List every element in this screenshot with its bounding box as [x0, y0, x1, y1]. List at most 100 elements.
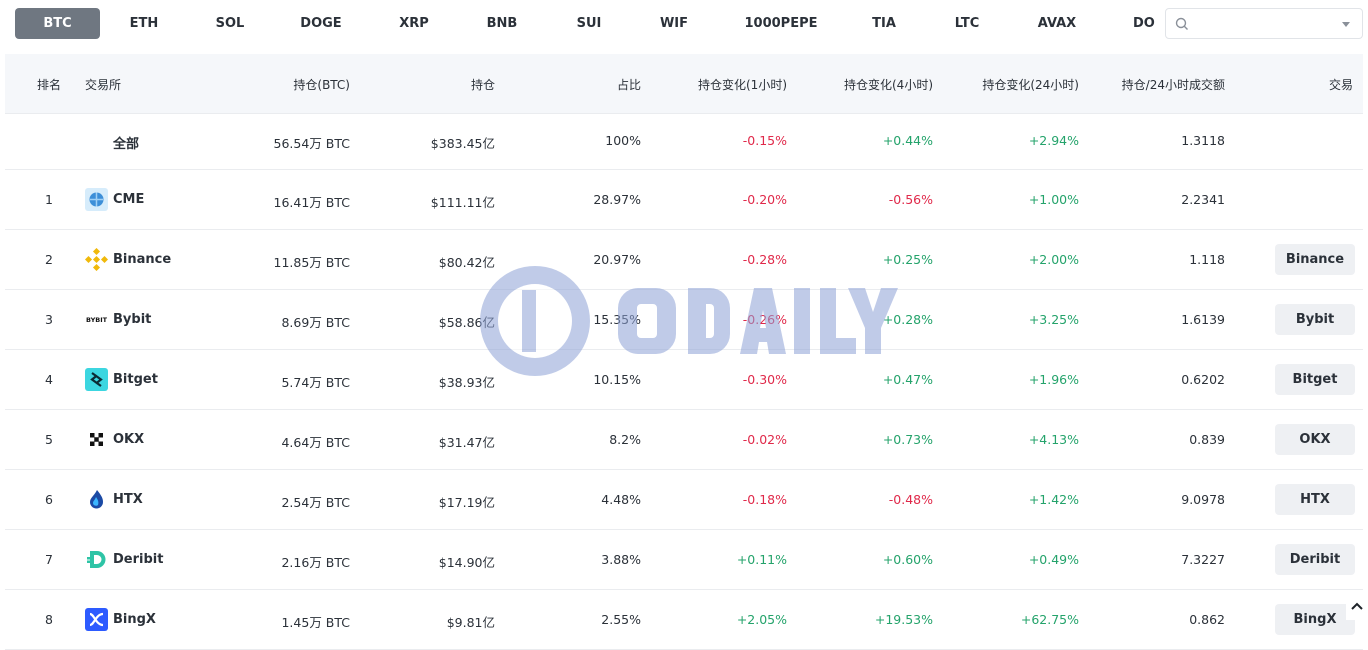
- trade-button-htx[interactable]: HTX: [1275, 484, 1355, 515]
- cell-change-1h: +2.05%: [736, 612, 787, 627]
- coin-tabs: BTC ETH SOL DOGE XRP BNB SUI WIF 1000PEP…: [0, 0, 1368, 46]
- search-input[interactable]: [1196, 13, 1340, 36]
- header-rank: 排名: [37, 78, 62, 92]
- trade-button-bitget[interactable]: Bitget: [1275, 364, 1355, 395]
- cell-change-24h: +0.49%: [1028, 552, 1079, 567]
- tab-do[interactable]: DO: [1133, 16, 1155, 31]
- cell-oi: $9.81亿: [446, 615, 495, 630]
- cell-oi: $58.86亿: [438, 315, 495, 330]
- cell-oi-btc: 56.54万 BTC: [273, 136, 350, 151]
- header-share[interactable]: 占比: [616, 78, 641, 92]
- cme-logo-icon: [85, 188, 108, 211]
- cell-rank: 3: [45, 312, 53, 327]
- bitget-logo-icon: [85, 368, 108, 391]
- cell-change-24h: +1.00%: [1028, 192, 1079, 207]
- tab-1000pepe[interactable]: 1000PEPE: [744, 16, 818, 31]
- tab-ltc[interactable]: LTC: [954, 16, 980, 31]
- cell-oi-btc: 1.45万 BTC: [281, 615, 350, 630]
- header-oi[interactable]: 持仓: [470, 78, 495, 92]
- cell-exchange-name[interactable]: CME: [113, 192, 145, 207]
- cell-change-4h: +0.25%: [882, 252, 933, 267]
- chevron-up-icon: [1351, 602, 1363, 610]
- cell-oi-volume: 1.6139: [1181, 312, 1225, 327]
- cell-change-4h: +19.53%: [874, 612, 933, 627]
- cell-share: 3.88%: [601, 552, 641, 567]
- cell-exchange-name[interactable]: OKX: [113, 432, 145, 447]
- tab-doge[interactable]: DOGE: [300, 16, 342, 31]
- search-select[interactable]: [1165, 8, 1363, 39]
- trade-button-bingx[interactable]: BingX: [1275, 604, 1355, 635]
- total-label: 全部: [113, 137, 140, 152]
- cell-exchange-name[interactable]: Deribit: [113, 552, 164, 567]
- cell-oi: $383.45亿: [430, 136, 495, 151]
- table-row: 7 Deribit 2.16万 BTC $14.90亿 3.88% +0.11% +0.60…: [5, 530, 1363, 590]
- cell-share: 28.97%: [593, 192, 641, 207]
- cell-oi-volume: 7.3227: [1181, 552, 1225, 567]
- tab-sui[interactable]: SUI: [576, 16, 602, 31]
- table-row: 2 Binance 11.85万 BTC $80.42亿 20.97% -0.28% +0.…: [5, 230, 1363, 290]
- okx-logo-icon: [85, 428, 108, 451]
- bybit-logo-icon: BYBIT: [85, 308, 108, 331]
- bingx-logo-icon: [85, 608, 108, 631]
- cell-oi: $38.93亿: [438, 375, 495, 390]
- tab-sol[interactable]: SOL: [215, 16, 245, 31]
- cell-exchange-name[interactable]: Bybit: [113, 312, 152, 327]
- tab-bnb[interactable]: BNB: [486, 16, 518, 31]
- trade-button-okx[interactable]: OKX: [1275, 424, 1355, 455]
- tab-btc[interactable]: BTC: [15, 8, 100, 39]
- cell-oi-volume: 2.2341: [1181, 192, 1225, 207]
- cell-change-1h: -0.15%: [742, 133, 787, 148]
- tab-avax[interactable]: AVAX: [1037, 16, 1077, 31]
- chevron-down-icon[interactable]: [1342, 22, 1350, 27]
- cell-oi-btc: 4.64万 BTC: [281, 435, 350, 450]
- cell-rank: 1: [45, 192, 53, 207]
- header-change-24h[interactable]: 持仓变化(24小时): [982, 78, 1079, 92]
- table-row: 6 HTX 2.54万 BTC $17.19亿 4.48% -0.18% -0.48% +1.…: [5, 470, 1363, 530]
- cell-oi-btc: 11.85万 BTC: [273, 255, 350, 270]
- cell-exchange-name[interactable]: BingX: [113, 612, 156, 627]
- table-row: 1 CME 16.41万 BTC $111.11亿 28.97% -0.20% -0.56%…: [5, 170, 1363, 230]
- search-icon: [1175, 17, 1188, 30]
- cell-oi-volume: 0.839: [1189, 432, 1225, 447]
- header-change-4h[interactable]: 持仓变化(4小时): [844, 78, 933, 92]
- cell-rank: 6: [45, 492, 53, 507]
- cell-change-1h: -0.26%: [742, 312, 787, 327]
- tab-xrp[interactable]: XRP: [399, 16, 429, 31]
- cell-oi-volume: 1.118: [1189, 252, 1225, 267]
- cell-change-4h: -0.56%: [888, 192, 933, 207]
- cell-exchange-name[interactable]: HTX: [113, 492, 143, 507]
- cell-change-4h: +0.28%: [882, 312, 933, 327]
- table-row-total: 全部 56.54万 BTC $383.45亿 100% -0.15% +0.44…: [5, 114, 1363, 170]
- cell-change-4h: +0.47%: [882, 372, 933, 387]
- scroll-to-top-button[interactable]: [1346, 592, 1368, 620]
- tab-wif[interactable]: WIF: [659, 16, 689, 31]
- trade-button-bybit[interactable]: Bybit: [1275, 304, 1355, 335]
- header-exchange: 交易所: [85, 78, 122, 92]
- tab-tia[interactable]: TIA: [872, 16, 896, 31]
- header-oi-btc[interactable]: 持仓(BTC): [293, 78, 350, 92]
- cell-share: 100%: [605, 133, 641, 148]
- cell-oi-volume: 0.6202: [1181, 372, 1225, 387]
- cell-change-1h: -0.20%: [742, 192, 787, 207]
- cell-oi-volume: 0.862: [1189, 612, 1225, 627]
- header-oi-volume[interactable]: 持仓/24小时成交额: [1121, 78, 1225, 92]
- cell-change-4h: +0.60%: [882, 552, 933, 567]
- cell-oi: $80.42亿: [438, 255, 495, 270]
- cell-rank: 8: [45, 612, 53, 627]
- cell-exchange-name[interactable]: Binance: [113, 252, 172, 267]
- open-interest-table: 排名 交易所 持仓(BTC) 持仓 占比 持仓变化(1小时) 持仓变化(4小时)…: [5, 54, 1363, 650]
- cell-oi-btc: 8.69万 BTC: [281, 315, 350, 330]
- cell-change-24h: +4.13%: [1028, 432, 1079, 447]
- cell-share: 10.15%: [593, 372, 641, 387]
- table-header: 排名 交易所 持仓(BTC) 持仓 占比 持仓变化(1小时) 持仓变化(4小时)…: [5, 54, 1363, 114]
- header-change-1h[interactable]: 持仓变化(1小时): [698, 78, 787, 92]
- cell-share: 8.2%: [609, 432, 641, 447]
- cell-change-1h: -0.28%: [742, 252, 787, 267]
- tab-eth[interactable]: ETH: [129, 16, 159, 31]
- trade-button-binance[interactable]: Binance: [1275, 244, 1355, 275]
- table-row: 5 OKX 4.64万 BTC $31.47亿 8.2% -0.02% +0.73% +4.1…: [5, 410, 1363, 470]
- cell-exchange-name[interactable]: Bitget: [113, 372, 158, 387]
- cell-change-24h: +2.00%: [1028, 252, 1079, 267]
- cell-change-1h: -0.30%: [742, 372, 787, 387]
- trade-button-deribit[interactable]: Deribit: [1275, 544, 1355, 575]
